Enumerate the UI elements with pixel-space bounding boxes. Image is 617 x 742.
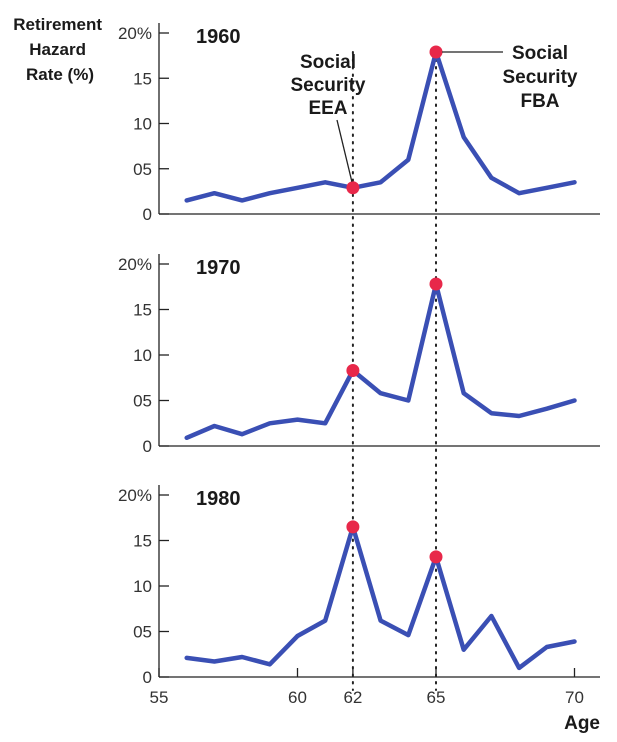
series-line-1980 <box>184 524 577 671</box>
panel-1970-y-tick-label-5: 05 <box>133 392 152 411</box>
annotation-fba-text: Social Security FBA <box>503 43 578 112</box>
annotation-fba-line-1: Social <box>512 43 568 64</box>
panel-1980-y-tick-label-10: 10 <box>133 577 152 596</box>
x-axis-title: Age <box>564 713 600 734</box>
panel-1980-y-tick-label-20: 20% <box>118 486 152 505</box>
annotation-eea-line-2: Security <box>291 75 366 96</box>
panel-1980-y-tick-label-5: 05 <box>133 623 152 642</box>
panel-1970-y-tick-label-0: 0 <box>143 437 152 456</box>
panel-1960-y-tick-label-20: 20% <box>118 24 152 43</box>
x-tick-label-62: 62 <box>343 688 362 707</box>
x-tick-label-55: 55 <box>150 688 169 707</box>
annotation-eea: Social Security EEA <box>291 52 366 182</box>
panel-1970-year-label: 1970 <box>196 257 241 279</box>
x-tick-label-70: 70 <box>565 688 584 707</box>
guide-lines-layer <box>351 51 437 691</box>
annotation-eea-line-1: Social <box>300 52 356 73</box>
y-axis-title-line-2: Hazard <box>29 40 86 59</box>
annotation-eea-line-3: EEA <box>308 98 347 119</box>
annotation-eea-text: Social Security EEA <box>291 52 366 119</box>
panel-1980-y-tick-label-15: 15 <box>133 532 152 551</box>
panels-layer: 0 05 10 15 20% 1960 0 05 10 15 20% 1970 0 05 10 15 20% 19… <box>118 23 600 707</box>
marker-1960-age-62 <box>346 181 360 195</box>
marker-1960-age-65 <box>429 45 443 59</box>
panel-1970-y-tick-label-10: 10 <box>133 346 152 365</box>
marker-1980-age-62 <box>346 520 360 534</box>
panel-1970: 0 05 10 15 20% 1970 <box>118 254 600 456</box>
panel-1960: 0 05 10 15 20% 1960 <box>118 23 600 224</box>
y-axis-title-line-3: Rate (%) <box>26 65 94 84</box>
marker-1980-age-65 <box>429 550 443 564</box>
x-axis-ticks: 55 60 62 65 70 <box>150 668 584 707</box>
panel-1980-y-tick-label-0: 0 <box>143 668 152 687</box>
panel-1960-y-tick-label-0: 0 <box>143 205 152 224</box>
marker-1970-age-62 <box>346 363 360 377</box>
panel-1960-y-tick-label-10: 10 <box>133 115 152 134</box>
panel-1980-year-label: 1980 <box>196 488 241 510</box>
series-line-1970 <box>184 281 577 441</box>
y-axis-title: Retirement Hazard Rate (%) <box>13 15 107 84</box>
marker-1970-age-65 <box>429 277 443 291</box>
annotation-fba-line-2: Security <box>503 67 578 88</box>
panel-1980: 0 05 10 15 20% 1980 <box>118 485 600 687</box>
x-tick-label-65: 65 <box>427 688 446 707</box>
panel-1960-year-label: 1960 <box>196 26 241 48</box>
panel-1970-y-tick-label-15: 15 <box>133 301 152 320</box>
panel-1960-y-tick-label-5: 05 <box>133 160 152 179</box>
panel-1960-y-tick-label-15: 15 <box>133 69 152 88</box>
y-axis-title-line-1: Retirement <box>13 15 102 34</box>
series-line-1960 <box>184 49 577 203</box>
annotation-fba-line-3: FBA <box>520 91 559 112</box>
annotation-eea-leader <box>336 119 353 182</box>
panel-1970-y-tick-label-20: 20% <box>118 255 152 274</box>
annotation-fba: Social Security FBA <box>442 43 578 112</box>
x-tick-label-60: 60 <box>288 688 307 707</box>
